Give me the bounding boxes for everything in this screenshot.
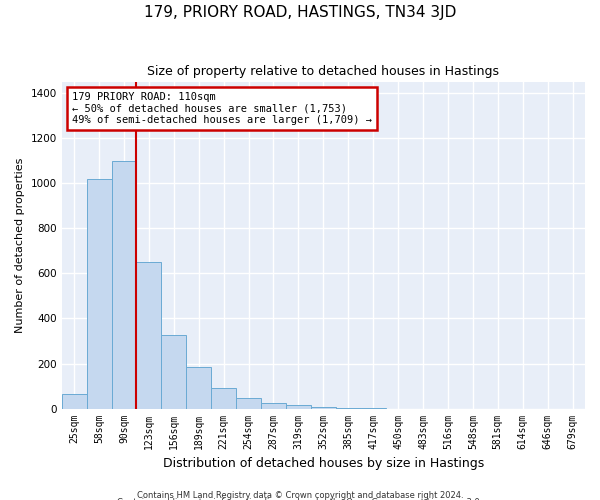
Text: 179, PRIORY ROAD, HASTINGS, TN34 3JD: 179, PRIORY ROAD, HASTINGS, TN34 3JD xyxy=(144,5,456,20)
Bar xyxy=(86,179,112,408)
Bar xyxy=(136,262,161,408)
Text: Contains HM Land Registry data © Crown copyright and database right 2024.: Contains HM Land Registry data © Crown c… xyxy=(137,490,463,500)
X-axis label: Distribution of detached houses by size in Hastings: Distribution of detached houses by size … xyxy=(163,457,484,470)
Title: Size of property relative to detached houses in Hastings: Size of property relative to detached ho… xyxy=(148,65,499,78)
Bar xyxy=(112,161,136,408)
Bar xyxy=(186,367,211,408)
Text: Contains public sector information licensed under the Open Government Licence v3: Contains public sector information licen… xyxy=(118,498,482,500)
Bar xyxy=(211,388,236,408)
Bar xyxy=(62,394,86,408)
Bar xyxy=(286,405,311,408)
Bar xyxy=(236,398,261,408)
Text: 179 PRIORY ROAD: 110sqm
← 50% of detached houses are smaller (1,753)
49% of semi: 179 PRIORY ROAD: 110sqm ← 50% of detache… xyxy=(72,92,372,125)
Bar xyxy=(261,403,286,408)
Y-axis label: Number of detached properties: Number of detached properties xyxy=(15,158,25,333)
Bar xyxy=(161,336,186,408)
